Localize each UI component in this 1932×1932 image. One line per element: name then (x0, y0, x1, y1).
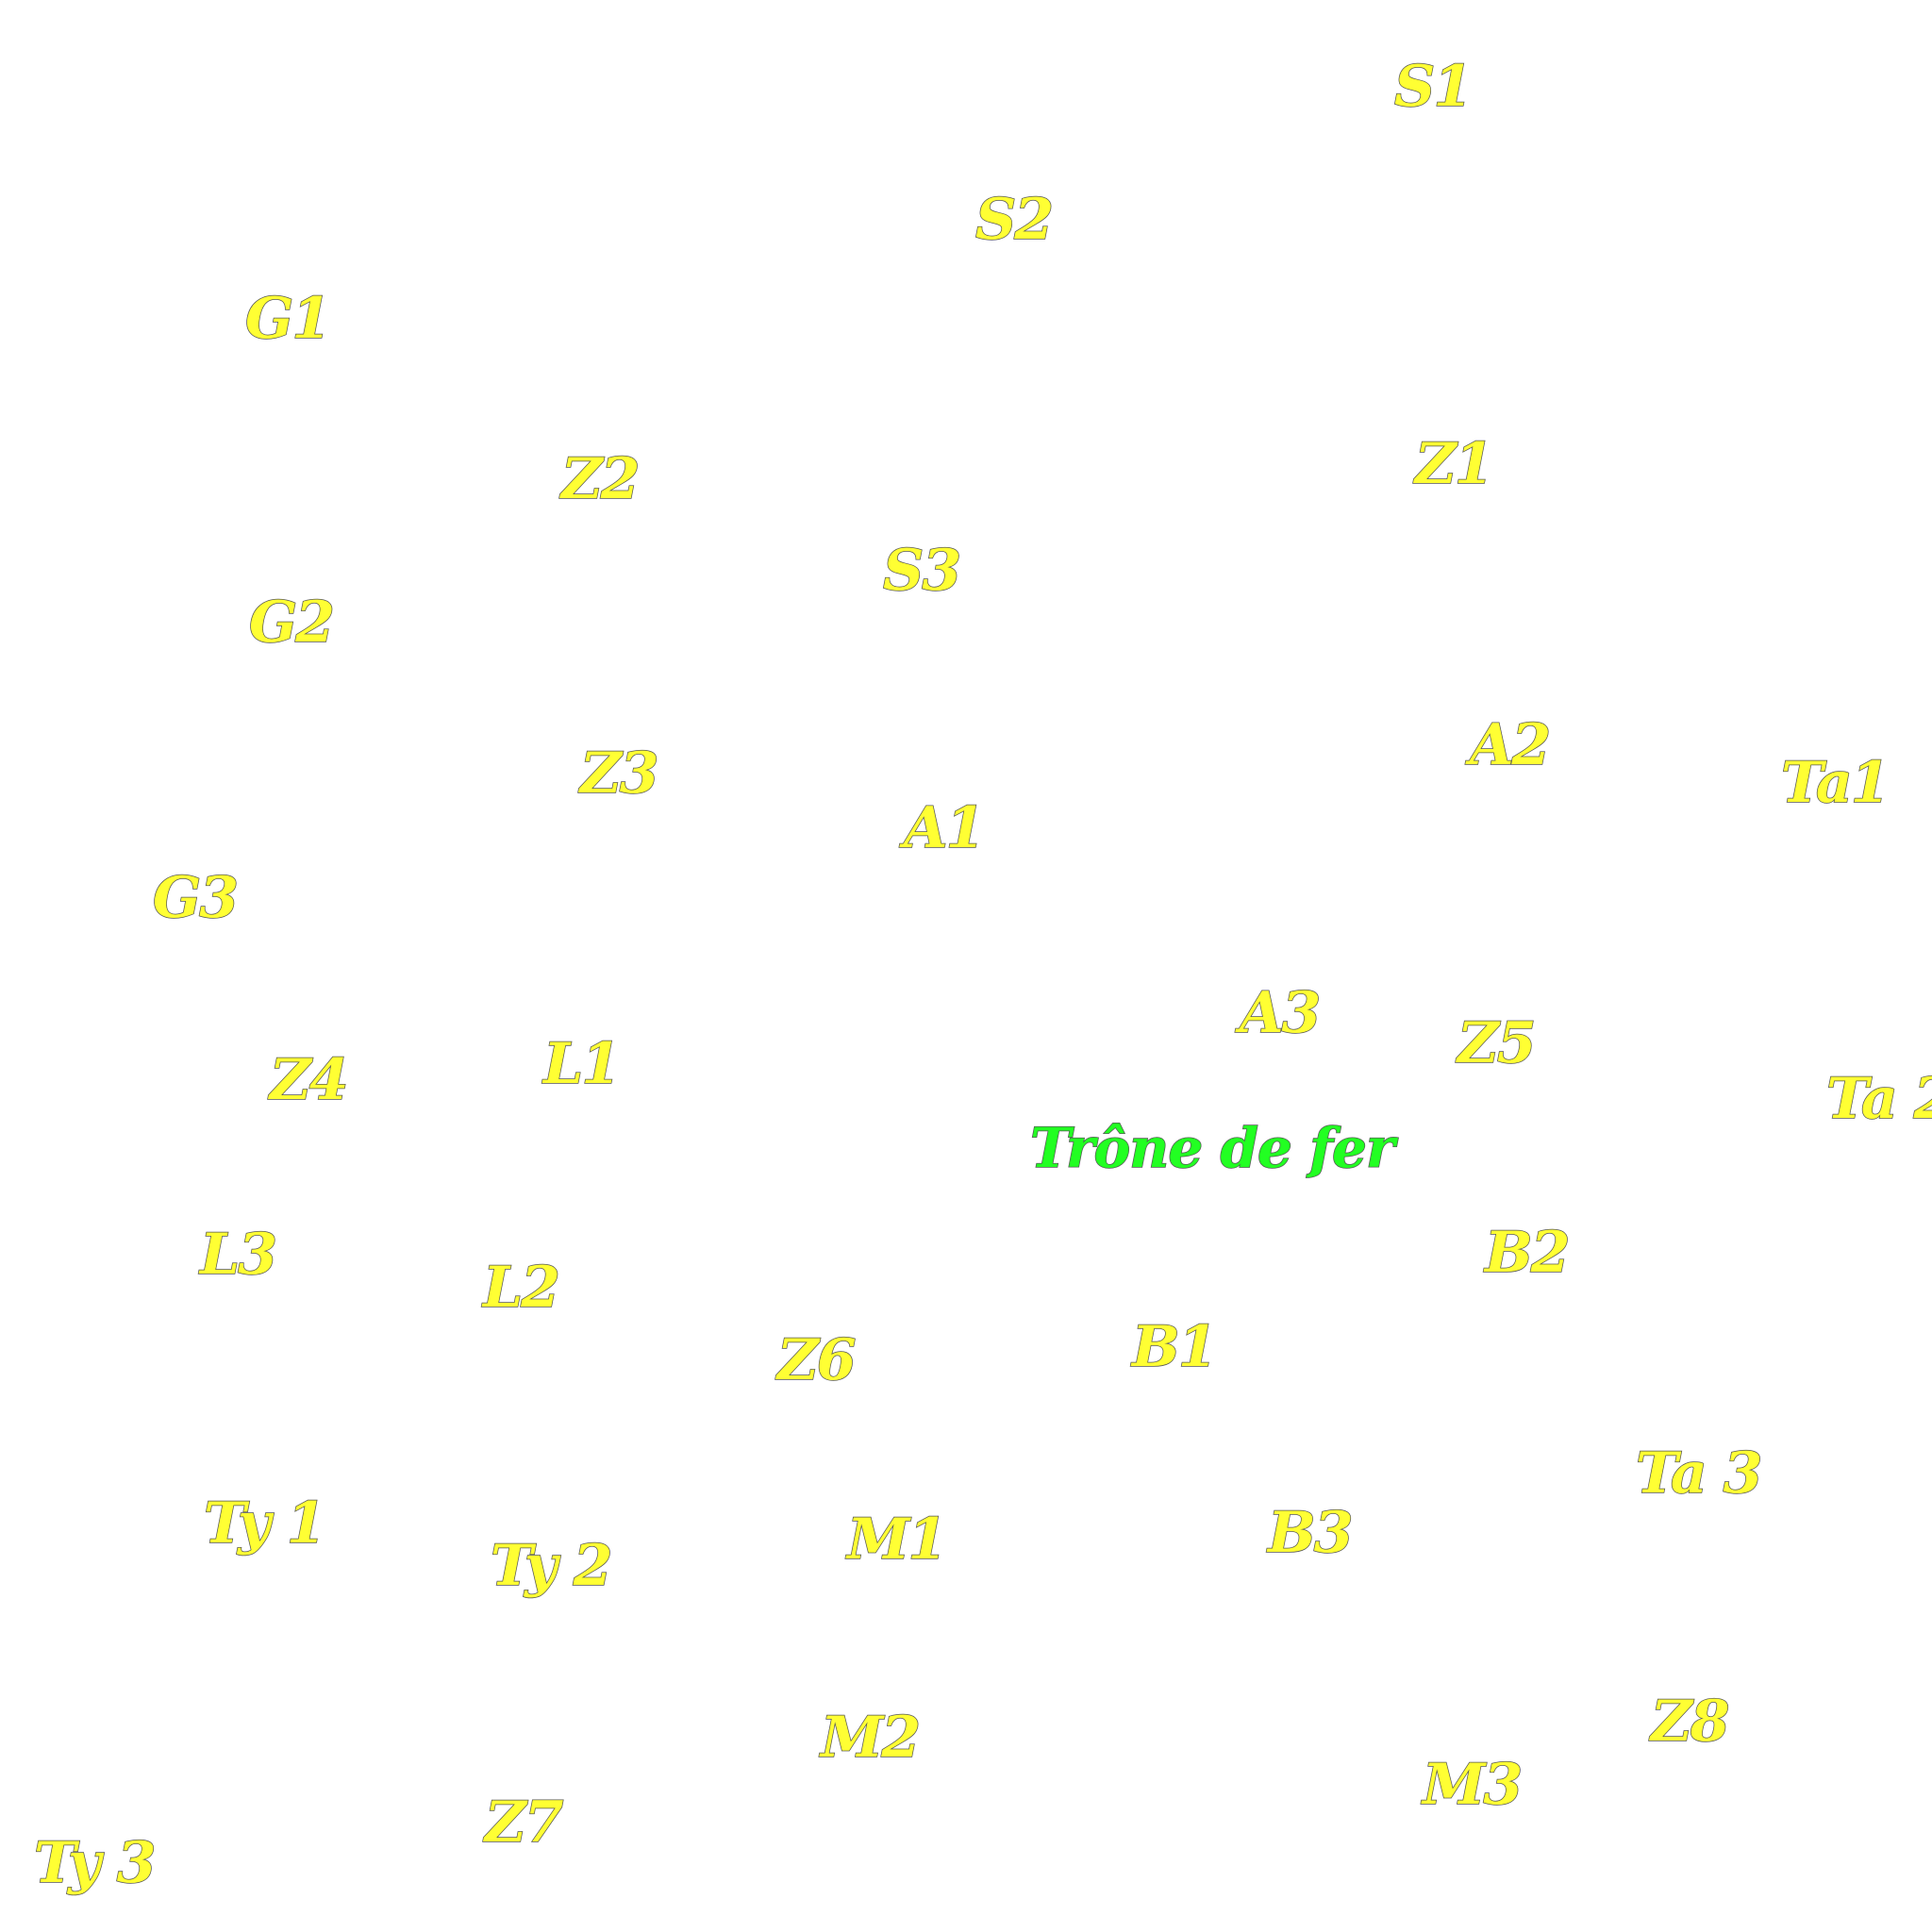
label-s1: S1 (1393, 54, 1474, 120)
label-a2: A2 (1469, 712, 1552, 778)
label-b1: B1 (1131, 1314, 1218, 1380)
label-z8: Z8 (1650, 1689, 1730, 1755)
label-ty3: Ty 3 (33, 1830, 157, 1896)
label-s2: S2 (974, 187, 1055, 253)
label-m2: M2 (820, 1705, 922, 1771)
label-m1: M1 (846, 1507, 948, 1573)
label-ta2: Ta 2 (1825, 1066, 1932, 1132)
label-l1: L1 (542, 1031, 621, 1097)
label-l2: L2 (482, 1255, 560, 1321)
label-z2: Z2 (560, 446, 641, 512)
label-a3: A3 (1239, 980, 1322, 1046)
label-b2: B2 (1484, 1220, 1571, 1286)
label-z7: Z7 (484, 1790, 564, 1856)
label-z4: Z4 (269, 1047, 349, 1113)
label-s3: S3 (882, 538, 962, 604)
label-z3: Z3 (579, 741, 659, 807)
label-z1: Z1 (1414, 431, 1494, 497)
label-b3: B3 (1267, 1500, 1354, 1566)
label-z6: Z6 (776, 1327, 857, 1393)
label-l3: L3 (199, 1222, 277, 1288)
label-g3: G3 (152, 865, 240, 931)
label-ty1: Ty 1 (203, 1491, 326, 1557)
label-ta3: Ta 3 (1635, 1441, 1763, 1507)
label-g2: G2 (248, 590, 336, 656)
label-ta1: Ta1 (1780, 750, 1890, 816)
label-a1: A1 (903, 795, 986, 861)
label-trone-de-fer: Trône de fer (1029, 1116, 1395, 1180)
label-m3: M3 (1422, 1752, 1524, 1818)
label-g1: G1 (244, 286, 332, 352)
label-ty2: Ty 2 (490, 1533, 613, 1599)
label-z5: Z5 (1457, 1010, 1537, 1076)
